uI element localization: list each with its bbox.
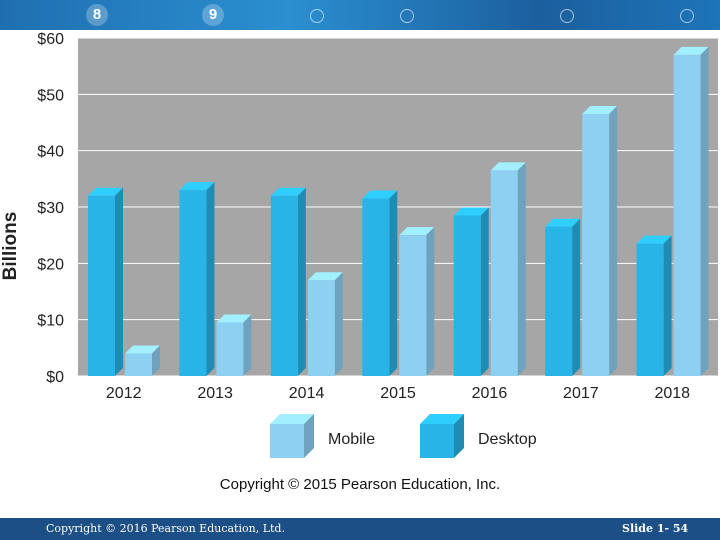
network-node-icon <box>400 9 414 23</box>
y-tick-label: $20 <box>37 256 64 273</box>
desktop-bar <box>270 187 306 376</box>
desktop-bar <box>179 182 215 376</box>
legend-item-desktop: Desktop <box>420 414 537 458</box>
desktop-bar <box>362 190 398 376</box>
mobile-bar <box>673 46 709 377</box>
y-tick-label: $30 <box>37 200 64 217</box>
mobile-bar <box>125 345 160 376</box>
y-tick-label: $50 <box>37 87 64 104</box>
network-node-icon <box>680 9 694 23</box>
desktop-bar <box>88 187 123 376</box>
chart-copyright-note: Copyright © 2015 Pearson Education, Inc. <box>220 476 500 493</box>
x-tick-label: 2013 <box>197 385 233 402</box>
y-tick-label: $10 <box>37 313 64 330</box>
mobile-bar <box>582 106 618 377</box>
desktop-bar <box>545 218 581 376</box>
x-tick-label: 2014 <box>289 385 325 402</box>
y-tick-label: $0 <box>46 369 64 386</box>
network-node-icon <box>560 9 574 23</box>
banner-glyph: 8 <box>86 4 108 26</box>
y-tick-label: $60 <box>37 31 64 48</box>
legend-swatch <box>270 414 314 424</box>
desktop-bar <box>636 235 672 376</box>
x-tick-label: 2016 <box>472 385 508 402</box>
network-node-icon <box>310 9 324 23</box>
footer-copyright: Copyright © 2016 Pearson Education, Ltd. <box>46 522 285 535</box>
legend-swatch <box>420 414 464 424</box>
banner-glyph: 9 <box>202 4 224 26</box>
mobile-bar <box>307 272 343 376</box>
legend: Mobile Desktop <box>270 414 537 458</box>
mobile-bar <box>490 162 526 376</box>
bar-chart: $0$10$20$30$40$50$60 2012 2013 2014 2015 201… <box>0 31 718 493</box>
legend-label: Desktop <box>478 431 537 448</box>
y-axis-label: Billions <box>0 212 21 281</box>
bar-series <box>88 46 709 377</box>
y-axis: $0 $10 $20 $30 $40 $50 $60 <box>37 31 64 386</box>
legend-item-mobile: Mobile <box>270 414 375 458</box>
x-tick-label: 2018 <box>654 385 690 402</box>
x-tick-label: 2015 <box>380 385 416 402</box>
y-tick-label: $40 <box>37 144 64 161</box>
slide-number: Slide 1- 54 <box>622 522 689 535</box>
mobile-bar <box>216 314 252 376</box>
mobile-bar <box>399 227 435 376</box>
legend-label: Mobile <box>328 431 375 448</box>
slide-footer: Copyright © 2016 Pearson Education, Ltd.… <box>0 518 720 540</box>
x-axis: 2012 2013 2014 2015 2016 2017 2018 <box>106 385 690 402</box>
x-tick-label: 2012 <box>106 385 142 402</box>
title-banner: 8 9 <box>0 0 720 30</box>
desktop-bar <box>453 207 489 376</box>
x-tick-label: 2017 <box>563 385 599 402</box>
